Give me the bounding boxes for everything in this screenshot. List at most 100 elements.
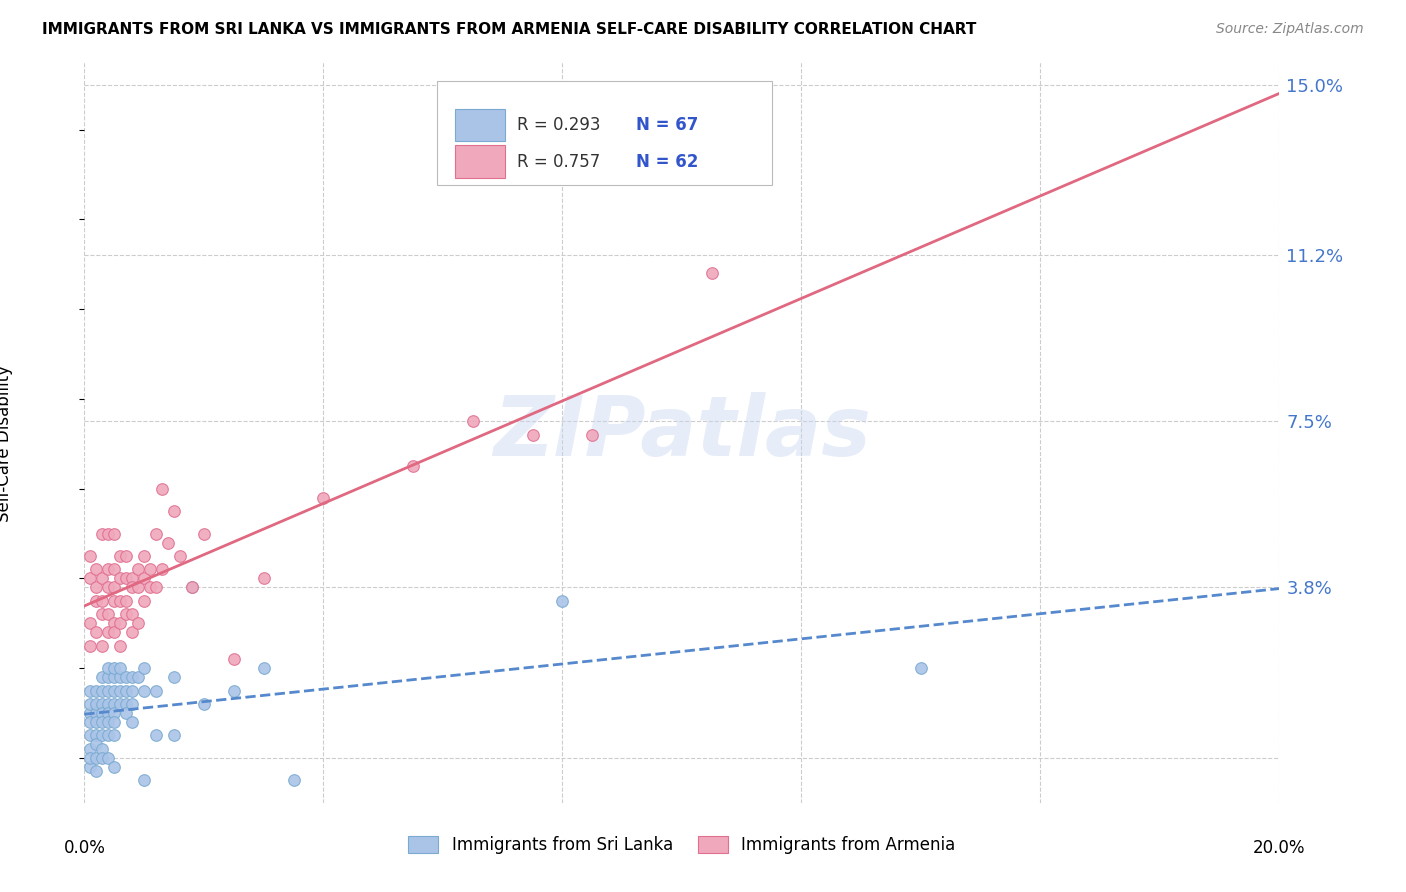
Point [127,562,149,576]
Text: Self-Care Disability: Self-Care Disability [0,366,13,523]
Point [402,459,425,474]
Point [163,670,186,684]
Point [551,594,574,608]
Point [110,616,132,631]
Point [139,581,162,595]
Point [127,670,149,684]
Point [581,428,603,442]
Point [97,607,120,622]
Point [103,670,125,684]
Point [181,581,204,595]
Point [110,594,132,608]
Point [283,773,305,788]
Point [86,738,108,752]
Point [115,697,138,711]
Point [193,697,215,711]
Point [222,652,245,666]
Point [132,661,156,675]
Point [222,683,245,698]
Point [910,661,932,675]
Point [145,683,167,698]
Point [86,697,108,711]
Point [132,683,156,698]
Legend: Immigrants from Sri Lanka, Immigrants from Armenia: Immigrants from Sri Lanka, Immigrants fr… [402,830,962,861]
Point [91,526,114,541]
Point [97,729,120,743]
Point [79,714,101,729]
Point [97,751,120,765]
Text: 20.0%: 20.0% [1253,838,1306,856]
Point [86,714,108,729]
Point [91,683,114,698]
Point [103,714,125,729]
Point [91,607,114,622]
Text: R = 0.757: R = 0.757 [517,153,600,170]
Point [163,504,186,518]
Point [193,526,215,541]
Point [110,661,132,675]
Point [103,625,125,640]
Point [115,683,138,698]
Point [103,594,125,608]
Point [157,535,180,549]
Point [461,414,484,428]
Point [103,581,125,595]
Point [103,661,125,675]
Point [97,683,120,698]
Point [86,594,108,608]
Point [79,549,101,563]
Point [97,706,120,720]
Point [97,526,120,541]
Point [121,571,143,585]
Point [103,760,125,774]
Text: N = 62: N = 62 [637,153,699,170]
Point [103,706,125,720]
Point [110,683,132,698]
Text: IMMIGRANTS FROM SRI LANKA VS IMMIGRANTS FROM ARMENIA SELF-CARE DISABILITY CORREL: IMMIGRANTS FROM SRI LANKA VS IMMIGRANTS … [42,22,977,37]
Point [121,581,143,595]
Point [91,742,114,756]
Point [132,571,156,585]
Point [79,639,101,653]
Point [91,697,114,711]
Text: Source: ZipAtlas.com: Source: ZipAtlas.com [1216,22,1364,37]
Point [115,706,138,720]
Point [97,697,120,711]
Point [145,581,167,595]
Text: 0.0%: 0.0% [63,838,105,856]
Point [79,616,101,631]
Point [103,526,125,541]
Point [139,562,162,576]
Point [86,751,108,765]
Point [163,729,186,743]
Point [86,625,108,640]
Point [121,607,143,622]
Point [79,706,101,720]
Point [169,549,191,563]
Point [79,751,101,765]
Point [110,639,132,653]
Point [97,581,120,595]
Text: ZIPatlas: ZIPatlas [494,392,870,473]
Point [86,706,108,720]
Point [132,549,156,563]
Point [91,751,114,765]
Point [132,773,156,788]
Point [97,661,120,675]
Point [91,639,114,653]
Point [79,683,101,698]
Point [103,616,125,631]
Text: N = 67: N = 67 [637,116,699,134]
Point [86,729,108,743]
Point [115,594,138,608]
Point [86,764,108,779]
FancyBboxPatch shape [437,81,772,185]
Point [150,482,173,496]
Point [97,670,120,684]
Point [121,683,143,698]
Point [127,581,149,595]
Point [115,670,138,684]
Point [103,697,125,711]
Point [79,760,101,774]
Point [312,491,335,505]
